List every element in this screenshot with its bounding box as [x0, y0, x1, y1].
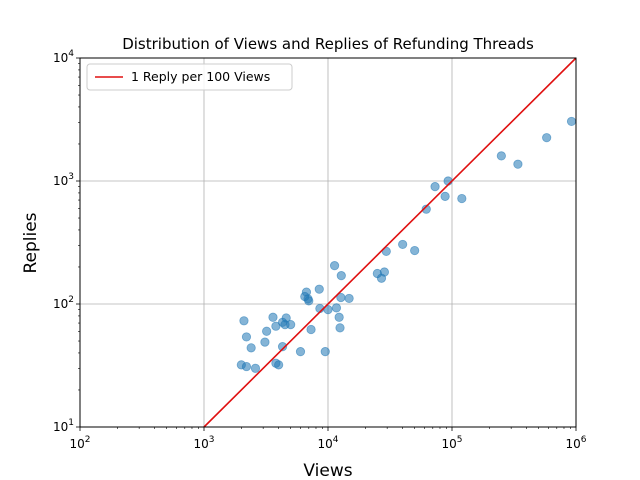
data-point — [286, 320, 296, 330]
legend-box — [86, 63, 293, 91]
data-point — [329, 261, 340, 271]
data-point — [241, 332, 252, 342]
x-tick-label: 102 — [69, 435, 90, 451]
chart-title: Distribution of Views and Replies of Ref… — [122, 35, 534, 53]
x-tick-label: 106 — [565, 435, 586, 451]
data-point — [271, 321, 281, 331]
data-point — [268, 312, 278, 322]
data-point — [277, 342, 288, 352]
data-point — [281, 313, 291, 323]
data-point — [306, 324, 316, 335]
x-axis-label: Views — [303, 461, 352, 480]
x-tick-label: 104 — [317, 435, 338, 451]
data-point — [320, 347, 330, 357]
data-point — [262, 326, 272, 336]
data-point — [440, 191, 450, 201]
x-tick-label: 105 — [441, 435, 462, 451]
data-point — [246, 343, 256, 353]
data-point — [398, 239, 408, 250]
data-point — [336, 271, 346, 281]
data-point — [566, 116, 577, 127]
data-point — [496, 151, 506, 161]
trend-line — [203, 57, 577, 428]
data-point — [260, 337, 270, 347]
data-point — [250, 363, 261, 373]
y-tick-label: 101 — [53, 418, 74, 434]
data-point — [513, 159, 523, 169]
data-point — [542, 133, 552, 143]
data-point — [323, 305, 333, 315]
legend-entry: 1 Reply per 100 Views — [131, 69, 270, 84]
y-axis-label: Replies — [21, 212, 41, 273]
grid — [79, 57, 577, 428]
data-point — [314, 284, 324, 294]
data-point — [335, 323, 345, 333]
data-point — [334, 312, 344, 322]
data-point — [421, 204, 431, 214]
axis-ticks — [76, 57, 577, 431]
y-tick-label: 102 — [53, 295, 74, 311]
y-tick-label: 103 — [53, 172, 74, 188]
data-point — [295, 347, 306, 357]
data-point — [304, 296, 314, 306]
data-point — [457, 193, 467, 204]
plot-frame — [79, 57, 577, 428]
legend: 1 Reply per 100 Views — [86, 63, 293, 91]
data-point — [379, 267, 390, 277]
scatter-points — [236, 116, 577, 373]
data-point — [274, 360, 284, 370]
data-point — [410, 245, 420, 256]
data-point — [344, 293, 354, 304]
trend-line-segment — [203, 57, 577, 428]
y-tick-label: 104 — [53, 49, 74, 65]
x-tick-label: 103 — [193, 435, 214, 451]
data-point — [241, 361, 252, 372]
data-point — [430, 182, 440, 192]
data-point — [239, 316, 249, 326]
data-point — [331, 303, 342, 313]
